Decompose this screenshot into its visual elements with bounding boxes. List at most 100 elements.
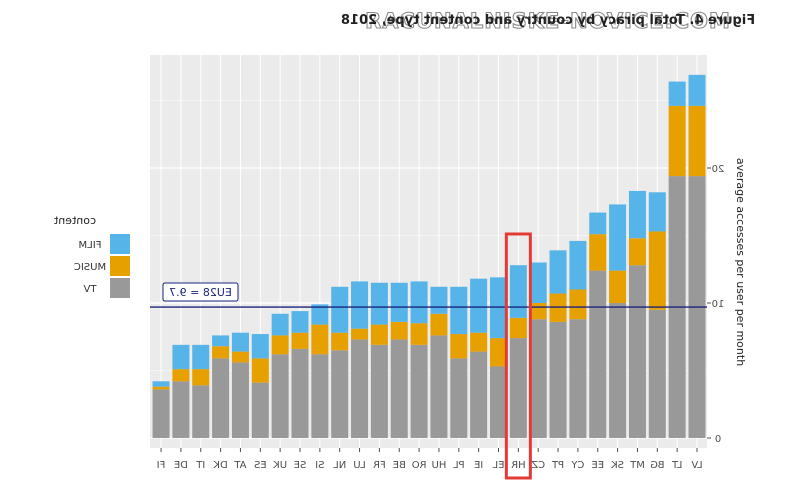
bar-film-ee [589,212,607,235]
bar-film-mt [628,190,646,239]
bar-tv-ro [410,344,428,438]
category-label-es: ES [254,460,267,471]
category-label-group: CY [571,460,585,471]
category-label-fr: FR [373,460,386,471]
category-label-group: CZ [531,460,545,471]
category-label-group: FI [157,460,166,471]
category-label-ee: EE [591,460,604,471]
category-label-group: LT [671,460,682,471]
reference-line-layer: EU28 = 9.7 [150,282,707,308]
category-label-pt: PT [551,460,564,471]
highlight-layer [504,232,532,480]
category-label-pl: PL [453,460,465,471]
category-label-group: PL [453,460,465,471]
category-label-si: SI [315,460,324,471]
watermark-text: RACUNALNISKE-NOVICE.COM [365,9,731,33]
legend-key-film [110,234,130,254]
bar-film-be [390,282,408,322]
category-label-de: DE [174,460,188,471]
legend-key-music [110,256,130,276]
legend-label-music: MUSIC [74,262,106,273]
category-label-group: ES [254,460,267,471]
bar-music-pl [450,334,468,359]
category-label-fi: FI [157,460,166,471]
bar-film-dk [212,335,230,347]
bar-tv-fr [370,344,388,438]
category-label-cz: CZ [531,460,545,471]
bar-tv-el [490,366,507,438]
bar-tv-fi [152,389,170,438]
bar-tv-dk [212,358,230,438]
bar-tv-hu [430,335,448,438]
bar-tv-ee [589,270,607,438]
category-label-group: SE [294,460,307,471]
category-label-bg: BG [650,460,664,471]
category-label-hu: HU [432,460,447,471]
bar-film-de [172,344,190,370]
bar-tv-se [291,348,309,438]
bar-tv-hr [509,338,527,438]
category-label-group: HU [432,460,447,471]
bar-music-hu [430,313,448,336]
category-label-ro: RO [412,460,427,471]
bar-tv-ie [470,351,488,438]
bar-music-cy [569,289,587,320]
bar-tv-sk [609,303,627,438]
bar-film-se [291,311,309,333]
y-tick-label: 10 [712,299,725,310]
bar-music-dk [212,346,230,359]
bar-film-cz [529,262,547,303]
bar-film-lu [351,281,369,329]
bar-film-ie [470,278,488,333]
category-label-lu: LU [353,460,365,471]
bar-tv-uk [271,354,289,438]
bar-music-at [231,351,249,363]
legend: content FILM MUSIC TV [53,214,130,298]
bar-film-pt [549,250,567,294]
category-label-cy: CY [571,460,585,471]
bar-tv-cz [529,319,547,438]
y-axis-label-group: average accesses per user per month [734,158,747,366]
bar-film-cy [569,240,587,290]
category-label-group: LV [691,460,702,471]
category-label-group: BE [393,460,406,471]
bar-music-hr [509,317,527,339]
category-label-ie: IE [474,460,483,471]
bar-film-nl [331,286,349,333]
category-label-group: MT [629,460,645,471]
bar-music-ro [410,323,428,345]
bar-film-es [251,334,269,359]
bar-tv-si [311,354,329,438]
highlight-box-hr [504,232,532,480]
category-label-hr: HR [511,460,526,471]
bar-music-fr [370,324,388,345]
category-label-at: AT [233,460,246,471]
bar-film-bg [648,192,666,232]
bar-tv-pl [450,358,468,438]
category-label-group: DE [174,460,188,471]
category-label-nl: NL [333,460,346,471]
category-label-se: SE [294,460,307,471]
y-tick-label-group: 10 [712,299,725,310]
bar-music-si [311,324,329,355]
chart-title-group: Figure 4. Total piracy by country and co… [341,13,755,28]
category-label-el: EL [492,460,504,471]
category-label-it: IT [195,460,205,471]
bar-music-lv [688,105,706,177]
bar-tv-at [231,362,249,438]
chart-title: Figure 4. Total piracy by country and co… [341,13,755,28]
category-label-group: IE [474,460,483,471]
bars-layer [152,74,706,438]
category-label-dk: DK [213,460,228,471]
bar-music-es [251,358,269,383]
legend-label-group: FILM [79,240,102,251]
legend-title-group: content [53,214,96,227]
category-label-group: SK [611,460,624,471]
category-label-group: UK [273,460,287,471]
bar-music-ee [589,234,607,271]
bar-music-bg [648,231,666,310]
bar-film-it [192,344,210,370]
bar-film-hu [430,286,448,314]
eu28-label-box [162,282,239,302]
